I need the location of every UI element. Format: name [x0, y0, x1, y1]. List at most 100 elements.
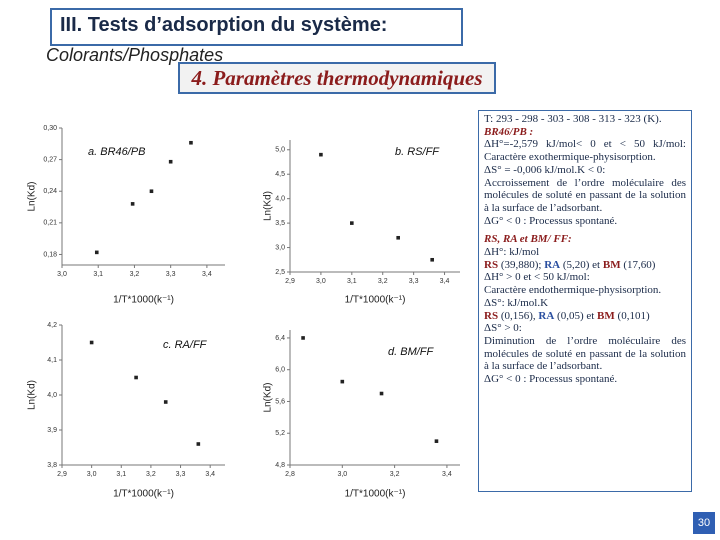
text-line: ΔH° > 0 et < 50 kJ/mol: [484, 271, 590, 284]
y-tick-label: 4,0 [275, 196, 285, 203]
text-run: (39,880); [498, 258, 545, 271]
data-point [149, 189, 154, 194]
x-tick-label: 3,0 [316, 278, 326, 285]
x-tick-label: 3,1 [93, 271, 103, 278]
x-tick-label: 2,9 [57, 471, 67, 478]
text-run: RA [544, 258, 561, 271]
text-line: ΔS° = -0,006 kJ/mol.K < 0: [484, 163, 606, 176]
x-axis-label: 1/T*1000(k⁻¹) [345, 489, 406, 500]
x-tick-label: 3,2 [378, 278, 388, 285]
page-number: 30 [693, 512, 715, 534]
chart-title: b. RS/FF [395, 146, 440, 158]
x-tick-label: 2,9 [285, 278, 295, 285]
text-line: RS (39,880); RA (5,20) et BM (17,60) [484, 259, 686, 272]
data-point [350, 221, 354, 225]
y-tick-label: 0,21 [43, 220, 57, 227]
data-point [434, 439, 439, 443]
chart-title: d. BM/FF [388, 346, 435, 358]
data-point [130, 202, 135, 206]
y-axis-label: Ln(Kd) [27, 380, 38, 410]
data-point [94, 250, 99, 255]
charts: 0,18 0,21 0,24 0,27 0,30 3,0 3,1 3,2 3,3 3,4 a. BR… [27, 125, 460, 500]
y-tick-label: 5,6 [275, 398, 285, 405]
x-axis-label: 1/T*1000(k⁻¹) [113, 295, 174, 306]
text-line: Diminution de l’ordre moléculaire des mo… [484, 334, 686, 373]
text-run: RS [484, 309, 499, 322]
data-point [134, 375, 138, 380]
y-tick-label: 6,4 [275, 335, 285, 342]
y-tick-label: 4,2 [47, 322, 57, 329]
data-point [379, 391, 384, 396]
y-axis-label: Ln(Kd) [27, 181, 38, 211]
text-line: ΔS° > 0: [484, 322, 522, 335]
text-line: RS (0,156), RA (0,05) et BM (0,101) [484, 310, 686, 323]
text-line: Accroissement de l’ordre moléculaire des… [484, 176, 686, 214]
y-tick-label: 3,8 [47, 462, 57, 469]
y-tick-label: 3,0 [275, 244, 285, 251]
y-tick-label: 4,1 [47, 357, 57, 364]
data-point [189, 140, 193, 145]
data-point [196, 442, 201, 446]
y-tick-label: 6,0 [275, 367, 285, 374]
y-tick-label: 0,27 [43, 156, 57, 163]
x-tick-label: 3,1 [347, 278, 357, 285]
text-run: (5,20) et [560, 258, 603, 271]
data-point [319, 152, 323, 157]
data-point [301, 336, 305, 340]
y-tick-label: 3,9 [47, 427, 57, 434]
text-line: ΔH°=-2,579 kJ/mol< 0 et < 50 kJ/mol: Car… [484, 138, 686, 164]
x-tick-label: 3,1 [116, 471, 126, 478]
x-tick-label: 3,4 [205, 471, 215, 478]
x-tick-label: 3,4 [442, 471, 452, 478]
data-point [89, 340, 94, 345]
y-tick-label: 4,5 [275, 171, 285, 178]
text-panel: T: 293 - 298 - 303 - 308 - 313 - 323 (K)… [478, 110, 692, 492]
text-line: ΔG° < 0 : Processus spontané. [484, 214, 618, 227]
text-run: (0,05) et [554, 309, 598, 322]
y-tick-label: 0,24 [43, 188, 57, 195]
y-tick-label: 0,30 [43, 125, 57, 132]
y-tick-label: 4,0 [47, 392, 57, 399]
text-run: (0,156), [498, 309, 539, 322]
text-run: (17,60) [620, 258, 656, 271]
y-tick-label: 4,8 [275, 462, 285, 469]
x-tick-label: 3,2 [146, 471, 156, 478]
slide-subtitle: Colorants/Phosphates [46, 45, 224, 65]
data-point [396, 235, 400, 240]
y-tick-label: 5,2 [275, 430, 285, 437]
text-line: T: 293 - 298 - 303 - 308 - 313 - 323 (K)… [484, 113, 662, 125]
text-run: (0,101) [614, 309, 650, 322]
y-tick-label: 0,18 [43, 251, 57, 258]
section-title: 4. Paramètres thermodynamiques [178, 62, 496, 94]
x-axis-label: 1/T*1000(k⁻¹) [113, 489, 174, 500]
x-tick-label: 2,8 [285, 471, 295, 478]
y-tick-label: 5,0 [275, 147, 285, 154]
text-heading: BR46/PB : [484, 125, 534, 138]
x-tick-label: 3,0 [57, 271, 67, 278]
data-point [163, 400, 168, 404]
slide-title: III. Tests d’adsorption du système: [50, 8, 463, 46]
x-tick-label: 3,3 [409, 278, 419, 285]
chart-title: c. RA/FF [163, 339, 208, 351]
x-tick-label: 3,4 [440, 278, 450, 285]
y-tick-label: 2,5 [275, 269, 285, 276]
x-axis-label: 1/T*1000(k⁻¹) [345, 295, 406, 306]
y-axis-label: Ln(Kd) [263, 382, 274, 412]
x-tick-label: 3,3 [166, 271, 176, 278]
text-line: ΔG° < 0 : Processus spontané. [484, 373, 618, 386]
x-tick-label: 3,3 [176, 471, 186, 478]
x-tick-label: 3,4 [202, 271, 212, 278]
data-point [168, 159, 173, 164]
x-tick-label: 3,2 [390, 471, 400, 478]
data-point [430, 257, 434, 262]
text-run: BM [602, 258, 621, 271]
text-line: Caractère endothermique-physisorption. [484, 284, 662, 297]
chart-title: a. BR46/PB [88, 146, 145, 158]
text-line: ΔH°: kJ/mol [484, 246, 540, 259]
text-line: ΔS°: kJ/mol.K [484, 296, 549, 309]
x-tick-label: 3,2 [130, 271, 140, 278]
data-point [340, 379, 345, 384]
x-tick-label: 3,0 [337, 471, 347, 478]
text-run: BM [597, 309, 615, 322]
